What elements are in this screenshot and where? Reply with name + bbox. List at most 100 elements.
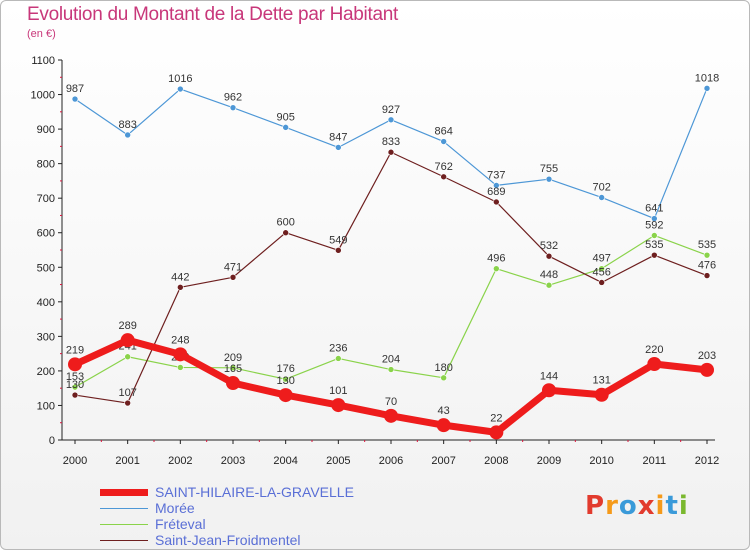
- data-point: [335, 247, 342, 254]
- data-label: 549: [329, 234, 347, 246]
- data-label: 927: [382, 104, 400, 116]
- x-tick-label: 2009: [537, 455, 561, 467]
- x-tick-label: 2008: [484, 455, 508, 467]
- data-label: 476: [698, 260, 716, 272]
- data-label: 70: [385, 396, 397, 408]
- x-tick-label: 2001: [115, 455, 139, 467]
- data-point: [384, 408, 398, 423]
- data-label: 203: [698, 350, 716, 362]
- chart-title: Evolution du Montant de la Dette par Hab…: [27, 4, 398, 25]
- y-tick-label: 600: [37, 228, 55, 240]
- x-tick-label: 2002: [168, 455, 192, 467]
- y-tick-label: 500: [37, 262, 55, 274]
- data-label: 535: [698, 239, 716, 251]
- data-point: [177, 284, 184, 291]
- data-point: [124, 399, 131, 407]
- data-point: [493, 182, 500, 189]
- legend-item: Saint-Jean-Froidmentel: [100, 532, 400, 548]
- data-label: 737: [487, 169, 505, 181]
- data-label: 1016: [168, 73, 192, 85]
- data-label: 448: [540, 269, 558, 281]
- data-point: [440, 173, 447, 181]
- x-tick-label: 2011: [643, 455, 667, 467]
- legend-label: Saint-Jean-Froidmentel: [155, 532, 301, 548]
- data-point: [493, 198, 500, 206]
- data-label: 641: [645, 203, 663, 215]
- data-point: [124, 131, 131, 139]
- proxiti-logo: Proxiti: [585, 491, 689, 521]
- legend-swatch: [100, 489, 148, 496]
- legend-item: Morée: [100, 500, 400, 516]
- data-label: 962: [224, 92, 242, 104]
- data-point: [177, 85, 184, 93]
- data-point: [703, 251, 711, 259]
- data-point: [440, 138, 447, 145]
- data-label: 883: [118, 119, 136, 131]
- data-point: [542, 383, 556, 398]
- y-tick-label: 300: [37, 331, 55, 343]
- data-point: [282, 229, 289, 237]
- legend-item: Fréteval: [100, 516, 400, 532]
- x-tick-label: 2004: [273, 455, 297, 467]
- logo-letter: i: [678, 491, 689, 521]
- data-label: 219: [66, 344, 84, 356]
- logo-letter: i: [655, 491, 666, 521]
- data-label: 535: [645, 239, 663, 251]
- data-label: 289: [118, 320, 136, 332]
- data-point: [387, 116, 395, 124]
- data-label: 1018: [695, 72, 719, 84]
- data-label: 762: [434, 161, 452, 173]
- data-point: [68, 357, 82, 372]
- legend-swatch: [100, 508, 148, 509]
- data-label: 131: [592, 375, 610, 387]
- data-label: 456: [592, 266, 610, 278]
- data-label: 600: [276, 217, 294, 229]
- data-point: [282, 124, 289, 131]
- y-tick-label: 400: [37, 297, 55, 309]
- chart-subtitle: (en €): [27, 28, 56, 40]
- data-point: [124, 353, 131, 361]
- data-point: [71, 391, 79, 399]
- data-point: [594, 387, 609, 402]
- x-tick-label: 2005: [326, 455, 350, 467]
- x-tick-label: 2006: [379, 455, 403, 467]
- data-point: [598, 194, 605, 201]
- data-label: 220: [645, 344, 663, 356]
- data-label: 442: [171, 271, 189, 283]
- data-point: [598, 265, 605, 272]
- data-point: [335, 144, 342, 151]
- legend-label: Morée: [155, 500, 195, 516]
- data-point: [545, 281, 553, 289]
- data-point: [229, 364, 237, 372]
- legend-label: Fréteval: [155, 516, 206, 532]
- data-point: [331, 398, 346, 413]
- y-tick-label: 100: [37, 400, 55, 412]
- data-label: 236: [329, 342, 347, 354]
- data-label: 130: [276, 375, 294, 387]
- data-point: [700, 362, 714, 377]
- data-point: [282, 375, 289, 383]
- logo-letter: x: [637, 491, 656, 521]
- data-label: 180: [434, 362, 452, 374]
- data-label: 209: [224, 352, 242, 364]
- data-point: [278, 388, 293, 403]
- data-label: 107: [118, 387, 136, 399]
- y-tick-label: 700: [37, 193, 55, 205]
- data-point: [71, 383, 79, 391]
- data-label: 833: [382, 136, 400, 148]
- data-label: 592: [645, 219, 663, 231]
- x-tick-label: 2000: [63, 455, 87, 467]
- data-label: 471: [224, 261, 242, 273]
- data-point: [598, 279, 605, 286]
- data-point: [387, 148, 395, 156]
- data-label: 165: [224, 363, 242, 375]
- logo-letter: r: [605, 491, 619, 521]
- data-point: [387, 366, 395, 373]
- data-point: [229, 104, 237, 111]
- data-point: [651, 215, 658, 222]
- data-label: 847: [329, 131, 347, 143]
- x-tick-label: 2012: [695, 455, 719, 467]
- logo-letter: P: [585, 491, 606, 521]
- data-label: 496: [487, 253, 505, 265]
- data-point: [647, 357, 662, 371]
